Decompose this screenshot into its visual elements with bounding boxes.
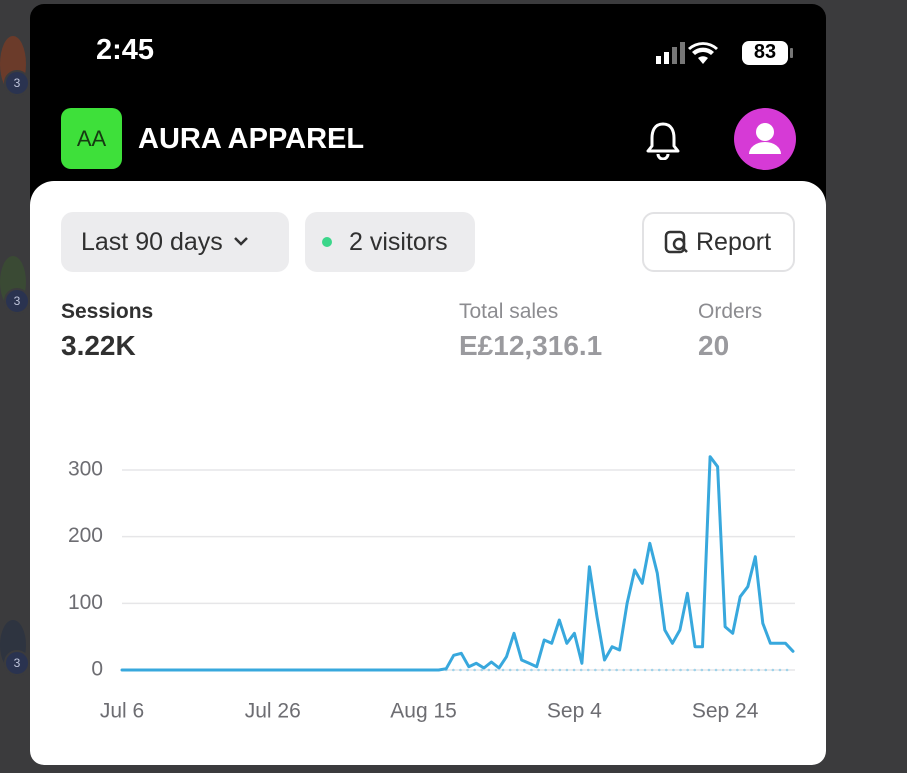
report-icon bbox=[664, 230, 688, 254]
x-tick-label: Jul 6 bbox=[100, 700, 144, 723]
live-dot bbox=[322, 237, 332, 247]
x-tick-label: Aug 15 bbox=[390, 700, 457, 723]
chevron bbox=[233, 237, 248, 246]
status-icons bbox=[656, 41, 793, 65]
date-range-label: Last 90 days bbox=[81, 227, 223, 256]
x-tick-label: Sep 4 bbox=[547, 700, 602, 723]
bg-badge: 3 bbox=[4, 70, 30, 96]
metric-value: 20 bbox=[698, 330, 730, 361]
metric-label: Sessions bbox=[61, 300, 154, 323]
status-time: 2:45 bbox=[96, 34, 155, 66]
battery-level: 83 bbox=[753, 41, 777, 63]
store-avatar[interactable]: AA bbox=[61, 108, 122, 169]
metric[interactable]: Sessions 3.22K bbox=[61, 300, 153, 362]
metric-label: Orders bbox=[698, 300, 763, 323]
y-tick-label: 300 bbox=[68, 458, 103, 481]
y-tick-label: 0 bbox=[91, 658, 103, 681]
metric[interactable]: Orders 20 bbox=[698, 300, 762, 362]
y-tick-label: 100 bbox=[68, 591, 103, 614]
profile-icon[interactable] bbox=[734, 108, 796, 170]
bell-icon[interactable] bbox=[644, 120, 682, 160]
report-button[interactable]: Report bbox=[642, 212, 795, 272]
metric[interactable]: Total sales E£12,316.1 bbox=[459, 300, 602, 362]
metric-value: 3.22K bbox=[61, 330, 136, 361]
analytics-card: Last 90 days 2 visitors Report Sessions … bbox=[30, 181, 826, 765]
series-line bbox=[120, 455, 795, 672]
y-tick-label: 200 bbox=[68, 524, 103, 547]
date-range-button[interactable]: Last 90 days bbox=[61, 212, 289, 272]
store-name[interactable]: AURA APPAREL bbox=[138, 123, 365, 155]
visitors-label: 2 visitors bbox=[349, 227, 448, 256]
bg-badge: 3 bbox=[4, 650, 30, 676]
bg-badge: 3 bbox=[4, 288, 30, 314]
phone: 2:45 83 AA AURA APPAREL Last 90 days 2 v… bbox=[30, 4, 826, 765]
report-label: Report bbox=[696, 227, 772, 256]
metric-value: E£12,316.1 bbox=[459, 330, 603, 361]
visitors-button[interactable]: 2 visitors bbox=[305, 212, 475, 272]
metric-label: Total sales bbox=[459, 300, 559, 323]
x-tick-label: Sep 24 bbox=[692, 700, 759, 723]
x-tick-label: Jul 26 bbox=[245, 700, 301, 723]
